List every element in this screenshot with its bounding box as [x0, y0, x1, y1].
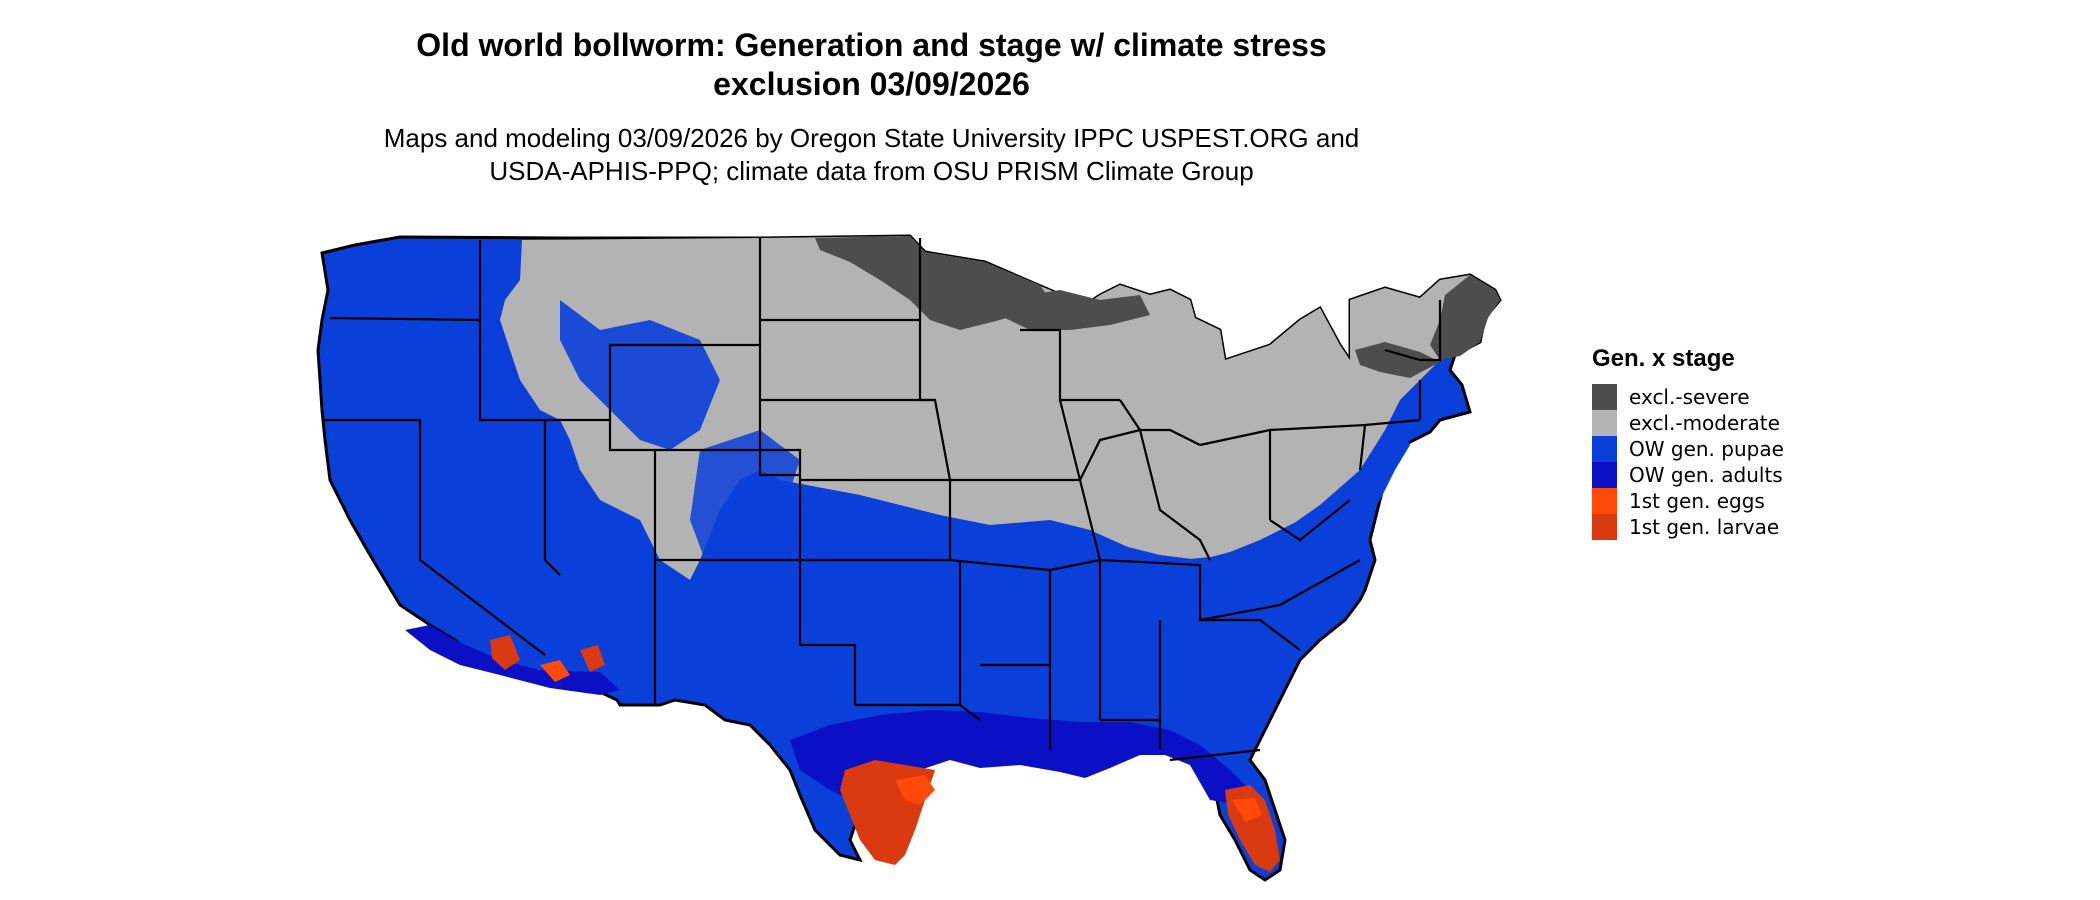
excl-moderate-region	[500, 236, 1500, 580]
legend-swatch	[1592, 488, 1617, 514]
legend-title: Gen. x stage	[1592, 345, 1735, 372]
pupae-patch-colorado	[690, 430, 800, 560]
state-boundaries	[322, 238, 1442, 762]
larvae-arizona-2	[580, 645, 605, 672]
legend-items: excl.-severe excl.-moderate OW gen. pupae O…	[1592, 384, 1784, 540]
eggs-florida	[1232, 798, 1262, 822]
legend-item: excl.-severe	[1592, 384, 1784, 410]
legend-swatch	[1592, 410, 1617, 436]
legend-item: OW gen. pupae	[1592, 436, 1784, 462]
map-title-line-2: exclusion 03/09/2026	[713, 66, 1030, 102]
legend-label: 1st gen. eggs	[1629, 489, 1765, 513]
eggs-south-texas	[895, 775, 935, 805]
legend-label: excl.-moderate	[1629, 411, 1780, 435]
legend-swatch	[1592, 384, 1617, 410]
legend-item: excl.-moderate	[1592, 410, 1784, 436]
eggs-arizona	[540, 660, 570, 682]
map-title: Old world bollworm: Generation and stage…	[0, 26, 1743, 104]
excl-severe-maine	[1430, 275, 1500, 360]
excl-severe-new-england	[1355, 342, 1440, 378]
legend-swatch	[1592, 462, 1617, 488]
ow-adults-gulf	[790, 710, 1250, 805]
legend-item: OW gen. adults	[1592, 462, 1784, 488]
map-title-line-1: Old world bollworm: Generation and stage…	[416, 27, 1327, 63]
ow-adults-arizona	[405, 625, 620, 695]
legend-swatch	[1592, 514, 1617, 540]
pupae-patch-southern-edge	[780, 420, 1410, 580]
map-subtitle: Maps and modeling 03/09/2026 by Oregon S…	[0, 122, 1743, 188]
legend-item: 1st gen. larvae	[1592, 514, 1784, 540]
legend: Gen. x stage excl.-severe excl.-moderate O…	[1592, 344, 1784, 540]
legend-item: 1st gen. eggs	[1592, 488, 1784, 514]
legend-label: OW gen. pupae	[1629, 437, 1784, 461]
larvae-arizona	[490, 635, 520, 670]
legend-label: OW gen. adults	[1629, 463, 1783, 487]
map-subtitle-line-1: Maps and modeling 03/09/2026 by Oregon S…	[383, 123, 1360, 153]
excl-severe-wisconsin	[1000, 290, 1150, 330]
map-subtitle-line-2: USDA-APHIS-PPQ; climate data from OSU PR…	[489, 156, 1254, 186]
pupae-patch-rockies	[560, 300, 720, 450]
us-map	[316, 234, 1502, 882]
legend-swatch	[1592, 436, 1617, 462]
legend-label: excl.-severe	[1629, 385, 1750, 409]
legend-label: 1st gen. larvae	[1629, 515, 1780, 539]
excl-severe-minnesota	[815, 236, 1050, 330]
